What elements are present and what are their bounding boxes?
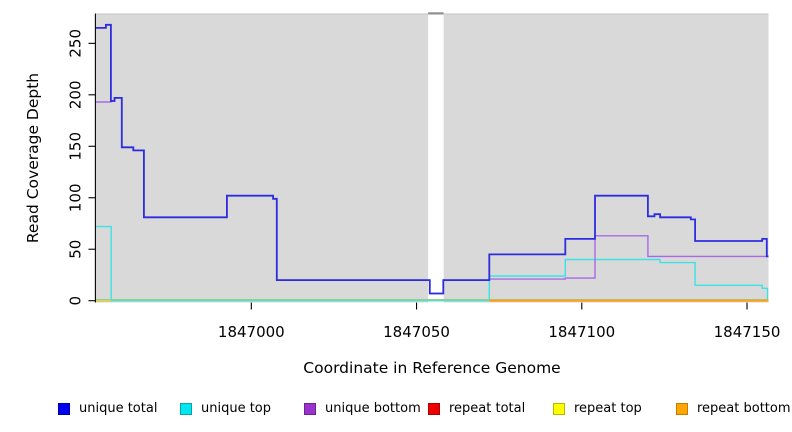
legend-swatch-icon [428, 402, 440, 415]
y-axis-title-text: Read Coverage Depth [24, 72, 42, 244]
chart-legend: unique total unique top unique bottom repea… [0, 0, 792, 416]
y-tick-label: 150 [66, 132, 84, 161]
y-tick-label: 200 [67, 80, 85, 109]
masked-region [428, 13, 444, 303]
legend-swatch-icon [180, 402, 192, 415]
unique-total-line [96, 23, 769, 295]
y-tick-label: 100 [66, 183, 84, 212]
legend-swatch-icon [58, 402, 70, 415]
legend-swatch-icon [304, 402, 316, 415]
legend-swatch-icon [676, 402, 688, 415]
legend-item-label: unique total [79, 401, 158, 416]
y-tick-label: 50 [67, 240, 85, 259]
legend-item-unique-total: unique total [58, 401, 157, 416]
x-axis-title: Coordinate in Reference Genome [303, 359, 689, 386]
legend-item-unique-bottom: unique bottom [304, 401, 421, 416]
legend-swatch-icon [553, 402, 565, 415]
x-tick-label: 1847050 [383, 323, 450, 341]
legend-item-label: repeat total [449, 401, 526, 416]
x-axis-title-text: Coordinate in Reference Genome [303, 359, 561, 377]
y-tick-label: 0 [67, 296, 85, 306]
x-tick-label: 1847150 [714, 323, 781, 341]
x-tick-label: 1847100 [548, 323, 615, 341]
unique-top-line [96, 225, 769, 302]
masked-region-cap [428, 12, 444, 15]
x-tick-label: 1847000 [218, 323, 285, 341]
legend-item-repeat-total: repeat total [428, 401, 525, 416]
legend-item-unique-top: unique top [180, 401, 271, 416]
legend-item-label: unique bottom [325, 401, 421, 416]
y-tick-label: 250 [67, 29, 85, 58]
legend-item-label: repeat bottom [697, 401, 791, 416]
y-axis-title: Read Coverage Depth [24, 73, 203, 243]
legend-item-repeat-top: repeat top [553, 401, 642, 416]
legend-item-label: unique top [201, 401, 272, 416]
legend-item-repeat-bottom: repeat bottom [676, 401, 791, 416]
legend-item-label: repeat top [574, 401, 642, 416]
